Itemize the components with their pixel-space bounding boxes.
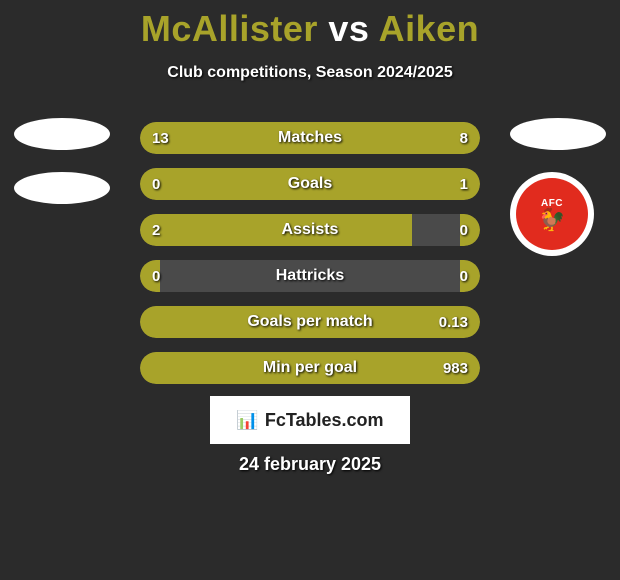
- stat-bar-row: Goals per match0.13: [140, 306, 480, 338]
- bar-value-left: 0: [152, 260, 160, 292]
- stat-bars: Matches138Goals01Assists20Hattricks00Goa…: [140, 122, 480, 398]
- comparison-title: McAllister vs Aiken: [0, 0, 620, 50]
- bar-label: Goals per match: [140, 306, 480, 338]
- bar-label: Matches: [140, 122, 480, 154]
- left-club-badge-placeholder: [14, 172, 110, 204]
- date-label: 24 february 2025: [0, 454, 620, 475]
- bar-value-right: 8: [460, 122, 468, 154]
- chart-icon: 📊: [236, 410, 258, 431]
- stat-bar-row: Hattricks0 0: [140, 260, 480, 292]
- watermark: 📊 FcTables.com: [210, 396, 410, 444]
- title-left: McAllister: [141, 8, 318, 49]
- stat-bar-row: Matches13 8: [140, 122, 480, 154]
- left-player-column: [14, 118, 110, 226]
- bar-value-right: 1: [460, 168, 468, 200]
- right-club-badge-inner: AFC 🐓: [516, 178, 588, 250]
- bar-value-right: 983: [443, 352, 468, 384]
- right-player-avatar-placeholder: [510, 118, 606, 150]
- left-player-avatar-placeholder: [14, 118, 110, 150]
- bar-value-right: 0.13: [439, 306, 468, 338]
- right-player-column: AFC 🐓: [510, 118, 606, 256]
- watermark-text: FcTables.com: [265, 410, 384, 431]
- stat-bar-row: Goals0 1: [140, 168, 480, 200]
- bar-label: Assists: [140, 214, 480, 246]
- bar-value-right: 0: [460, 260, 468, 292]
- title-vs: vs: [328, 8, 369, 49]
- bar-value-left: 13: [152, 122, 169, 154]
- stat-bar-row: Assists2 0: [140, 214, 480, 246]
- stat-bar-row: Min per goal983: [140, 352, 480, 384]
- title-right: Aiken: [379, 8, 480, 49]
- right-club-badge: AFC 🐓: [510, 172, 594, 256]
- comparison-subtitle: Club competitions, Season 2024/2025: [0, 64, 620, 82]
- bar-value-right: 0: [460, 214, 468, 246]
- bar-label: Min per goal: [140, 352, 480, 384]
- bar-label: Hattricks: [140, 260, 480, 292]
- bar-label: Goals: [140, 168, 480, 200]
- bar-value-left: 2: [152, 214, 160, 246]
- rooster-icon: 🐓: [538, 209, 565, 231]
- bar-value-left: 0: [152, 168, 160, 200]
